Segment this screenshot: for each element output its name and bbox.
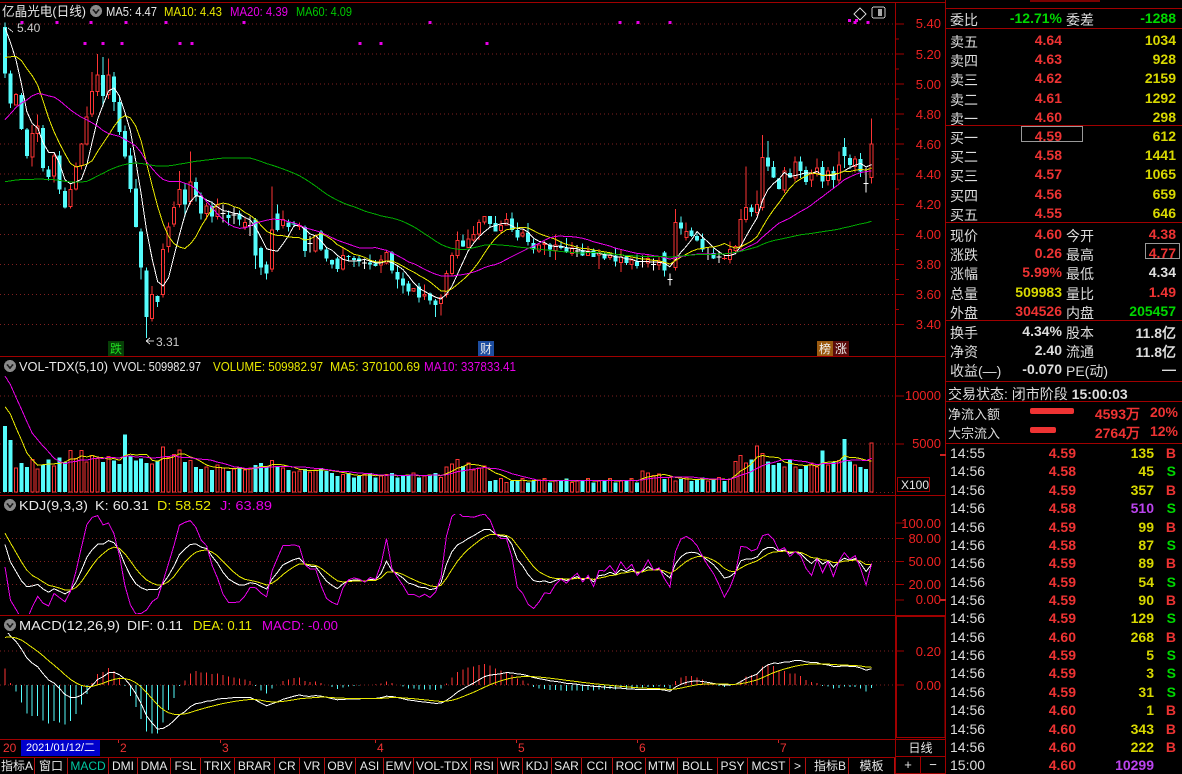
svg-text:MA10: 4.43: MA10: 4.43 xyxy=(164,4,222,19)
svg-text:5000: 5000 xyxy=(912,436,941,451)
svg-text:VOL-TDX(5,10): VOL-TDX(5,10) xyxy=(19,359,108,374)
svg-text:0.00: 0.00 xyxy=(916,592,941,607)
svg-text:MA5: 370100.69: MA5: 370100.69 xyxy=(330,359,420,374)
svg-text:X100: X100 xyxy=(901,478,929,492)
svg-text:3.60: 3.60 xyxy=(916,287,941,302)
svg-text:5.40: 5.40 xyxy=(916,16,941,31)
svg-text:50.00: 50.00 xyxy=(908,554,941,569)
svg-text:4.00: 4.00 xyxy=(916,227,941,242)
svg-text:涨: 涨 xyxy=(835,341,847,356)
svg-text:MA60: 4.09: MA60: 4.09 xyxy=(296,4,352,19)
svg-text:0.00: 0.00 xyxy=(916,678,941,693)
svg-text:DIF: 0.11: DIF: 0.11 xyxy=(127,618,183,633)
svg-text:VVOL: 509982.97: VVOL: 509982.97 xyxy=(113,359,201,374)
svg-text:0.20: 0.20 xyxy=(916,644,941,659)
svg-text:VOLUME: 509982.97: VOLUME: 509982.97 xyxy=(213,359,323,374)
svg-text:20.00: 20.00 xyxy=(908,577,941,592)
svg-text:J: 63.89: J: 63.89 xyxy=(220,498,272,513)
svg-text:MACD(12,26,9): MACD(12,26,9) xyxy=(19,618,120,633)
svg-text:亿晶光电(日线): 亿晶光电(日线) xyxy=(2,4,86,19)
svg-text:MA20: 4.39: MA20: 4.39 xyxy=(230,4,288,19)
svg-text:4.80: 4.80 xyxy=(916,107,941,122)
svg-text:3.80: 3.80 xyxy=(916,257,941,272)
svg-text:80.00: 80.00 xyxy=(908,531,941,546)
svg-text:5.00: 5.00 xyxy=(916,77,941,92)
svg-text:4.60: 4.60 xyxy=(916,137,941,152)
svg-text:跌: 跌 xyxy=(110,341,122,356)
svg-text:3.31: 3.31 xyxy=(156,335,180,349)
svg-text:MA10: 337833.41: MA10: 337833.41 xyxy=(424,359,516,374)
svg-text:4.40: 4.40 xyxy=(916,167,941,182)
svg-text:5.20: 5.20 xyxy=(916,47,941,62)
svg-text:财: 财 xyxy=(480,342,492,356)
svg-text:MACD: -0.00: MACD: -0.00 xyxy=(262,618,338,633)
svg-text:D: 58.52: D: 58.52 xyxy=(157,498,211,513)
svg-text:榜: 榜 xyxy=(819,341,831,356)
svg-text:MA5: 4.47: MA5: 4.47 xyxy=(106,4,157,19)
svg-text:5.40: 5.40 xyxy=(17,21,41,35)
svg-text:100.00: 100.00 xyxy=(901,516,941,531)
svg-text:4.20: 4.20 xyxy=(916,197,941,212)
svg-text:10000: 10000 xyxy=(905,388,941,403)
svg-text:KDJ(9,3,3): KDJ(9,3,3) xyxy=(19,498,88,513)
svg-text:K: 60.31: K: 60.31 xyxy=(95,498,149,513)
svg-text:3.40: 3.40 xyxy=(916,317,941,332)
svg-text:DEA: 0.11: DEA: 0.11 xyxy=(193,618,252,633)
